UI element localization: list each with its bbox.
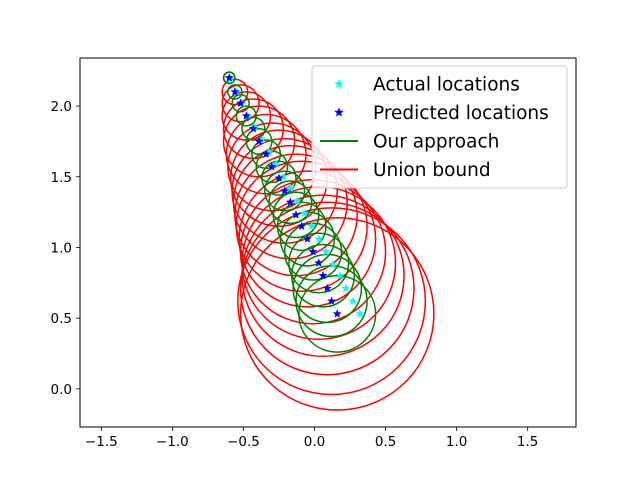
predicted-location-marker xyxy=(322,283,332,293)
union-bound-circle xyxy=(239,217,435,411)
our-approach-circle xyxy=(264,170,306,212)
union-bound-circle xyxy=(238,170,377,308)
predicted-location-marker xyxy=(274,173,284,183)
actual-location-marker xyxy=(271,159,281,168)
actual-location-marker xyxy=(285,183,295,192)
our-approach-circle xyxy=(283,222,343,281)
actual-location-marker xyxy=(278,172,288,181)
predicted-location-markers xyxy=(224,73,342,318)
x-tick-label: 0.0 xyxy=(304,434,325,450)
predicted-location-marker xyxy=(291,210,301,219)
legend-label: Our approach xyxy=(373,132,499,153)
our-approach-circle xyxy=(298,274,377,353)
actual-location-marker xyxy=(348,296,358,306)
union-bound-circle xyxy=(237,207,427,396)
our-approach-circle xyxy=(231,94,250,113)
predicted-location-marker xyxy=(248,123,258,133)
actual-location-marker xyxy=(300,208,310,218)
our-approach-circle xyxy=(241,116,266,141)
actual-location-marker xyxy=(321,246,331,256)
our-approach-circle xyxy=(227,84,243,100)
predicted-location-marker xyxy=(261,149,271,158)
legend-predicted-marker xyxy=(334,107,344,117)
actual-location-marker xyxy=(328,259,338,269)
predicted-location-marker xyxy=(308,246,318,256)
union-bound-circle xyxy=(239,201,415,376)
predicted-location-marker xyxy=(224,73,234,82)
plot-frame xyxy=(79,57,577,428)
union-bound-circle xyxy=(221,84,260,123)
predicted-location-marker xyxy=(314,258,324,267)
legend: Actual locations Predicted locations Our a… xyxy=(311,65,568,189)
legend-label: Union bound xyxy=(373,160,491,181)
x-tick-label: 0.5 xyxy=(375,434,396,450)
our-approach-circle xyxy=(235,105,257,127)
legend-label: Predicted locations xyxy=(373,103,549,124)
y-tick-label: 1.0 xyxy=(51,240,72,256)
actual-location-marker xyxy=(341,283,351,293)
actual-location-marker xyxy=(292,196,302,205)
predicted-location-marker xyxy=(230,87,240,96)
legend-actual-marker xyxy=(334,78,344,89)
y-axis: 0.0 0.5 1.0 1.5 2.0 xyxy=(51,99,80,398)
actual-location-marker xyxy=(314,234,324,243)
actual-location-marker xyxy=(355,309,365,318)
predicted-location-marker xyxy=(318,270,328,280)
legend-box xyxy=(311,65,568,189)
y-tick-label: 0.5 xyxy=(51,311,72,327)
x-tick-label: −0.5 xyxy=(227,434,260,450)
predicted-location-marker xyxy=(297,221,307,231)
predicted-location-marker xyxy=(241,111,251,120)
actual-location-marker xyxy=(307,221,317,231)
x-tick-label: 1.0 xyxy=(446,434,467,450)
actual-location-marker xyxy=(335,270,345,280)
predicted-location-marker xyxy=(236,98,246,108)
x-tick-label: 1.5 xyxy=(517,434,538,450)
predicted-location-marker xyxy=(254,136,264,146)
x-axis: −1.5 −1.0 −0.5 0.0 0.5 1.0 1.5 xyxy=(85,427,538,450)
x-tick-label: −1.0 xyxy=(156,434,189,450)
predicted-location-marker xyxy=(327,296,337,306)
y-tick-label: 2.0 xyxy=(51,99,72,115)
y-tick-label: 0.0 xyxy=(51,382,72,398)
x-tick-label: −1.5 xyxy=(85,434,118,450)
legend-label: Actual locations xyxy=(373,75,520,96)
predicted-location-marker xyxy=(332,309,342,318)
our-approach-circle xyxy=(288,232,350,294)
our-approach-circle xyxy=(268,180,313,225)
predicted-location-marker xyxy=(267,162,277,171)
our-approach-circle xyxy=(261,160,297,196)
union-bound-circle xyxy=(232,144,348,260)
predicted-location-marker xyxy=(280,186,290,195)
predicted-location-marker xyxy=(302,234,312,243)
y-tick-label: 1.5 xyxy=(51,170,72,186)
predicted-location-marker xyxy=(285,197,295,207)
our-approach-circle xyxy=(291,243,356,308)
union-bound-circle xyxy=(235,160,368,293)
